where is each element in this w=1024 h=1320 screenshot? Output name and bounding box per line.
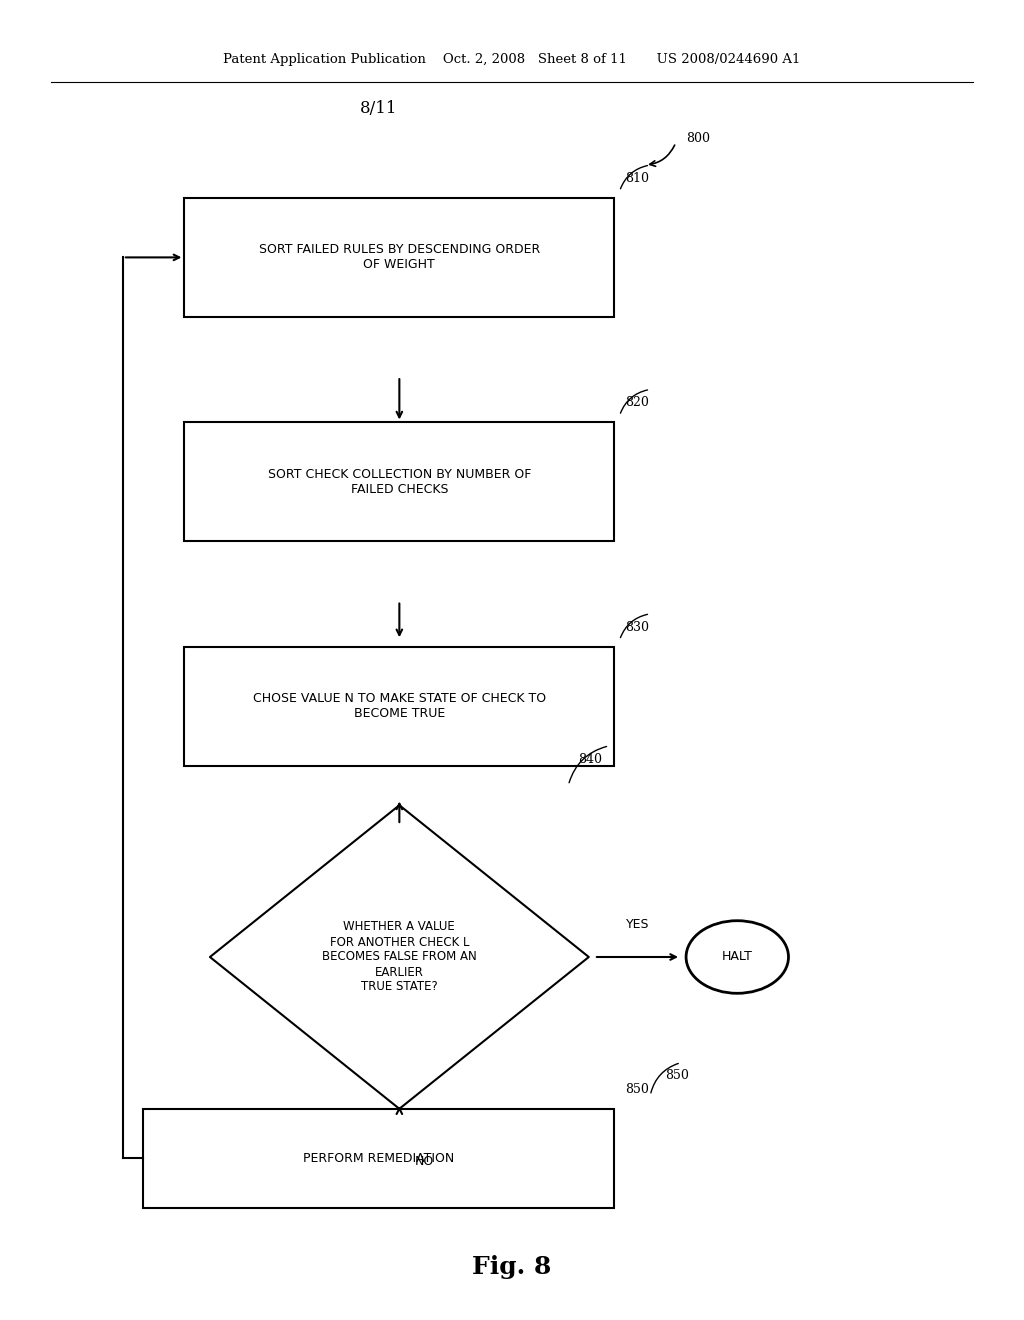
Text: 8/11: 8/11 [360, 100, 397, 116]
Ellipse shape [686, 921, 788, 993]
Text: SORT FAILED RULES BY DESCENDING ORDER
OF WEIGHT: SORT FAILED RULES BY DESCENDING ORDER OF… [259, 243, 540, 272]
Text: WHETHER A VALUE
FOR ANOTHER CHECK L
BECOMES FALSE FROM AN
EARLIER
TRUE STATE?: WHETHER A VALUE FOR ANOTHER CHECK L BECO… [322, 920, 477, 994]
Text: Fig. 8: Fig. 8 [472, 1255, 552, 1279]
Text: 820: 820 [625, 396, 648, 409]
Text: NO: NO [415, 1155, 434, 1168]
Text: 850: 850 [666, 1069, 689, 1082]
FancyBboxPatch shape [184, 422, 614, 541]
Text: 830: 830 [625, 620, 648, 634]
FancyBboxPatch shape [143, 1109, 614, 1208]
Text: PERFORM REMEDIATION: PERFORM REMEDIATION [303, 1152, 455, 1164]
Text: 850: 850 [625, 1082, 648, 1096]
Text: SORT CHECK COLLECTION BY NUMBER OF
FAILED CHECKS: SORT CHECK COLLECTION BY NUMBER OF FAILE… [267, 467, 531, 496]
Text: CHOSE VALUE N TO MAKE STATE OF CHECK TO
BECOME TRUE: CHOSE VALUE N TO MAKE STATE OF CHECK TO … [253, 692, 546, 721]
Text: YES: YES [626, 917, 649, 931]
FancyBboxPatch shape [184, 647, 614, 766]
Text: Patent Application Publication    Oct. 2, 2008   Sheet 8 of 11       US 2008/024: Patent Application Publication Oct. 2, 2… [223, 53, 801, 66]
Text: 840: 840 [579, 752, 602, 766]
Text: HALT: HALT [722, 950, 753, 964]
Text: 810: 810 [625, 172, 648, 185]
FancyBboxPatch shape [184, 198, 614, 317]
Text: 800: 800 [686, 132, 710, 145]
